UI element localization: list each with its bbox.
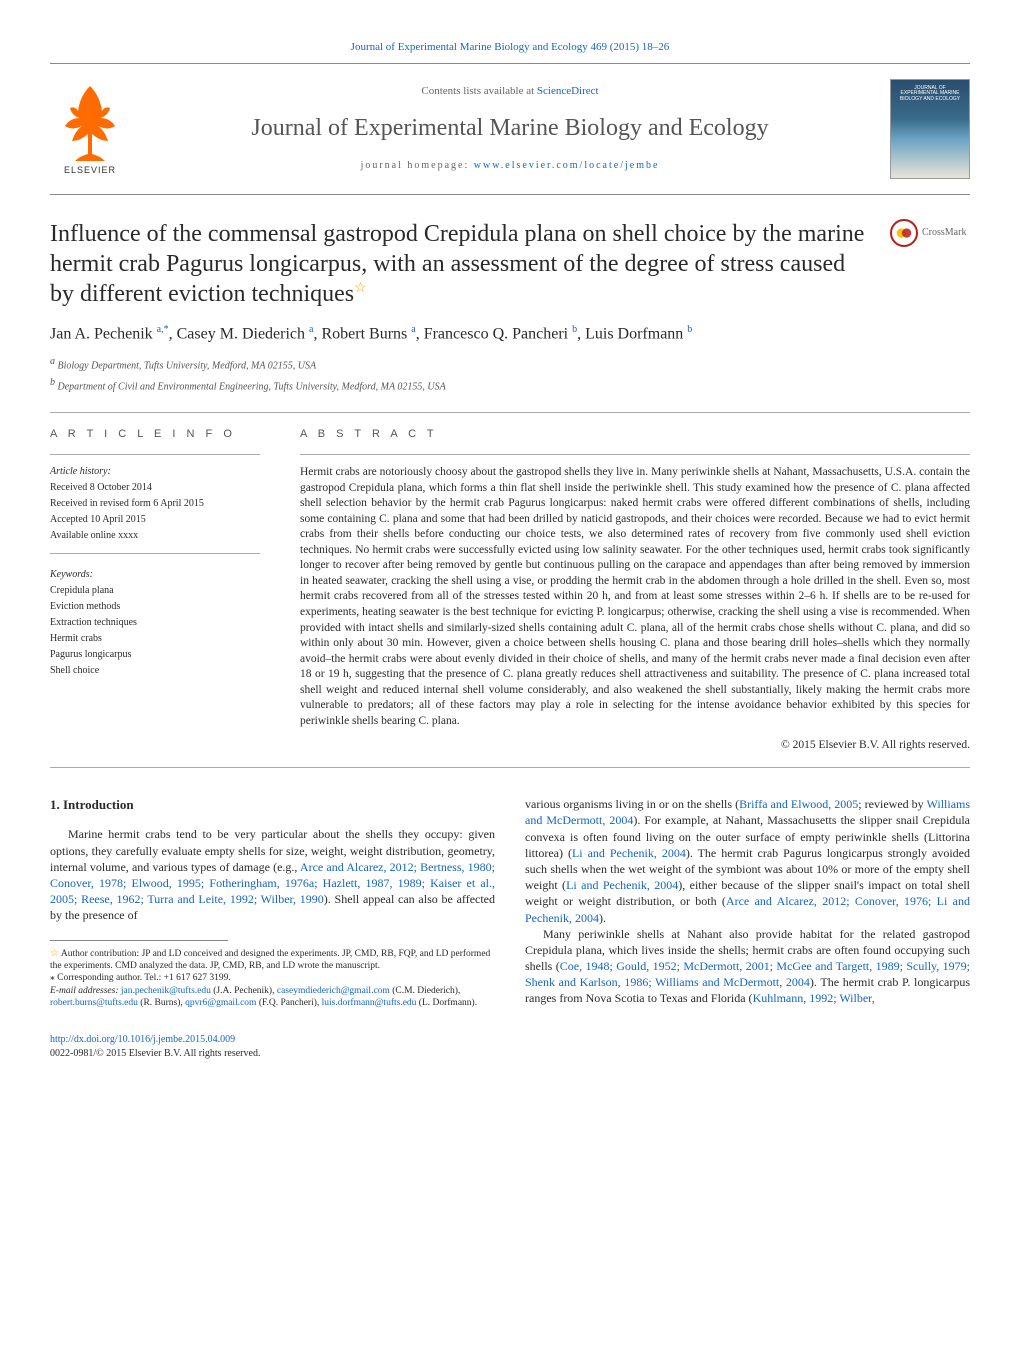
- email-link[interactable]: robert.burns@tufts.edu: [50, 998, 138, 1008]
- journal-center: Contents lists available at ScienceDirec…: [150, 84, 870, 173]
- intro-head: 1. Introduction: [50, 796, 495, 814]
- issn-line: 0022-0981/© 2015 Elsevier B.V. All right…: [50, 1047, 495, 1061]
- email-link[interactable]: qpvr6@gmail.com: [185, 998, 256, 1008]
- keywords-list: Crepidula plana Eviction methods Extractio…: [50, 584, 260, 678]
- scidirect-line: Contents lists available at ScienceDirec…: [150, 84, 870, 99]
- keyword-item: Crepidula plana: [50, 584, 260, 598]
- citation-link[interactable]: Journal of Experimental Marine Biology a…: [351, 41, 670, 53]
- crossmark-badge[interactable]: CrossMark: [890, 219, 970, 247]
- history-head: Article history:: [50, 465, 260, 479]
- affiliation-b: b Department of Civil and Environmental …: [50, 376, 970, 394]
- journal-homepage: journal homepage: www.elsevier.com/locat…: [150, 159, 870, 173]
- footnote-corr: ⁎ Corresponding author. Tel.: +1 617 627…: [50, 972, 495, 984]
- homepage-link[interactable]: www.elsevier.com/locate/jembe: [474, 160, 660, 171]
- citation-header: Journal of Experimental Marine Biology a…: [50, 40, 970, 55]
- svg-text:ELSEVIER: ELSEVIER: [64, 165, 116, 175]
- ref-link[interactable]: Kuhlmann, 1992; Wilber,: [753, 991, 875, 1005]
- abstract-head: A B S T R A C T: [300, 427, 970, 442]
- history-revised: Received in revised form 6 April 2015: [50, 497, 260, 511]
- crossmark-icon: [890, 219, 918, 247]
- keyword-item: Eviction methods: [50, 600, 260, 614]
- article-abstract-box: A R T I C L E I N F O Article history: R…: [50, 412, 970, 768]
- doi-link[interactable]: http://dx.doi.org/10.1016/j.jembe.2015.0…: [50, 1034, 235, 1045]
- abstract-copyright: © 2015 Elsevier B.V. All rights reserved…: [300, 737, 970, 753]
- star-icon: ☆: [354, 281, 367, 296]
- body-col-left: 1. Introduction Marine hermit crabs tend…: [50, 796, 495, 1061]
- journal-header-row: ELSEVIER Contents lists available at Sci…: [50, 76, 970, 194]
- intro-p1: Marine hermit crabs tend to be very part…: [50, 826, 495, 923]
- authors: Jan A. Pechenik a,*, Casey M. Diederich …: [50, 323, 970, 346]
- footer-block: http://dx.doi.org/10.1016/j.jembe.2015.0…: [50, 1033, 495, 1061]
- email-link[interactable]: luis.dorfmann@tufts.edu: [322, 998, 417, 1008]
- history-received: Received 8 October 2014: [50, 481, 260, 495]
- keyword-item: Hermit crabs: [50, 632, 260, 646]
- ref-link[interactable]: Li and Pechenik, 2004: [572, 846, 686, 860]
- asterisk-icon: ⁎: [50, 973, 55, 983]
- keywords-head: Keywords:: [50, 568, 260, 582]
- title-row: Influence of the commensal gastropod Cre…: [50, 219, 970, 309]
- intro-p3: Many periwinkle shells at Nahant also pr…: [525, 926, 970, 1007]
- abstract-text: Hermit crabs are notoriously choosy abou…: [300, 465, 970, 729]
- scidirect-link[interactable]: ScienceDirect: [537, 85, 599, 97]
- elsevier-logo: ELSEVIER: [50, 76, 130, 181]
- journal-cover-thumb: JOURNAL OF EXPERIMENTAL MARINE BIOLOGY A…: [890, 79, 970, 179]
- body-col-right: various organisms living in or on the sh…: [525, 796, 970, 1061]
- keyword-item: Pagurus longicarpus: [50, 648, 260, 662]
- ref-link[interactable]: Li and Pechenik, 2004: [566, 878, 678, 892]
- footnote-emails: E-mail addresses: jan.pechenik@tufts.edu…: [50, 985, 495, 1010]
- article-info-col: A R T I C L E I N F O Article history: R…: [50, 427, 260, 753]
- email-link[interactable]: caseymdiederich@gmail.com: [277, 986, 390, 996]
- ref-link[interactable]: Briffa and Elwood, 2005: [739, 797, 858, 811]
- journal-name: Journal of Experimental Marine Biology a…: [150, 112, 870, 146]
- abstract-col: A B S T R A C T Hermit crabs are notorio…: [300, 427, 970, 753]
- history-online: Available online xxxx: [50, 529, 260, 543]
- keyword-item: Extraction techniques: [50, 616, 260, 630]
- history-accepted: Accepted 10 April 2015: [50, 513, 260, 527]
- article-title: Influence of the commensal gastropod Cre…: [50, 219, 874, 309]
- body-columns: 1. Introduction Marine hermit crabs tend…: [50, 796, 970, 1061]
- footnote-rule: [50, 940, 228, 941]
- star-icon: ☆: [50, 948, 59, 959]
- affiliation-a: a Biology Department, Tufts University, …: [50, 355, 970, 373]
- email-link[interactable]: jan.pechenik@tufts.edu: [121, 986, 211, 996]
- intro-p2: various organisms living in or on the sh…: [525, 796, 970, 926]
- article-info-head: A R T I C L E I N F O: [50, 427, 260, 442]
- footnote-contrib: ☆ Author contribution: JP and LD conceiv…: [50, 947, 495, 973]
- keyword-item: Shell choice: [50, 664, 260, 678]
- top-rule: [50, 63, 970, 64]
